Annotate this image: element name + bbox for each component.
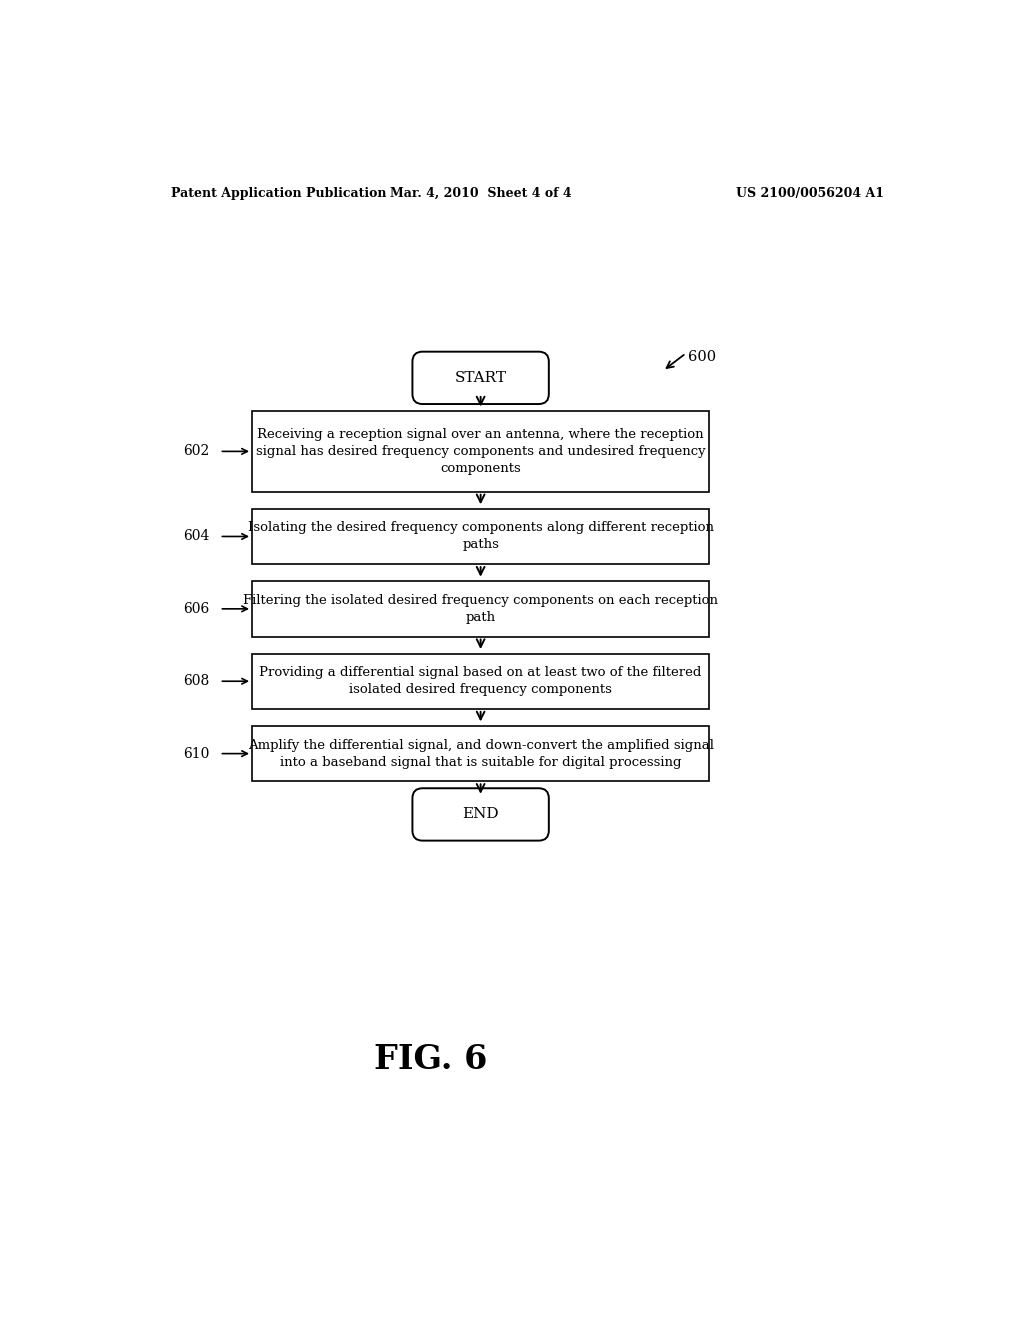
Text: Isolating the desired frequency components along different reception
paths: Isolating the desired frequency componen… <box>248 521 714 552</box>
Text: FIG. 6: FIG. 6 <box>374 1043 487 1076</box>
Text: US 2100/0056204 A1: US 2100/0056204 A1 <box>736 186 884 199</box>
Text: Mar. 4, 2010  Sheet 4 of 4: Mar. 4, 2010 Sheet 4 of 4 <box>390 186 571 199</box>
Text: Filtering the isolated desired frequency components on each reception
path: Filtering the isolated desired frequency… <box>243 594 718 624</box>
Text: 606: 606 <box>183 602 209 616</box>
Bar <box>252 508 710 564</box>
Text: Receiving a reception signal over an antenna, where the reception
signal has des: Receiving a reception signal over an ant… <box>256 428 706 475</box>
FancyBboxPatch shape <box>413 351 549 404</box>
Bar <box>252 726 710 781</box>
Bar <box>252 653 710 709</box>
Bar <box>252 411 710 492</box>
Text: 608: 608 <box>183 675 209 688</box>
Text: Amplify the differential signal, and down-convert the amplified signal
into a ba: Amplify the differential signal, and dow… <box>248 739 714 768</box>
Text: Providing a differential signal based on at least two of the filtered
isolated d: Providing a differential signal based on… <box>259 667 701 696</box>
Text: Patent Application Publication: Patent Application Publication <box>171 186 386 199</box>
Text: 602: 602 <box>183 445 209 458</box>
Text: 600: 600 <box>688 350 717 364</box>
Text: END: END <box>462 808 499 821</box>
Text: 604: 604 <box>183 529 209 544</box>
Text: START: START <box>455 371 507 385</box>
Bar <box>252 581 710 636</box>
FancyBboxPatch shape <box>413 788 549 841</box>
Text: 610: 610 <box>183 747 209 760</box>
